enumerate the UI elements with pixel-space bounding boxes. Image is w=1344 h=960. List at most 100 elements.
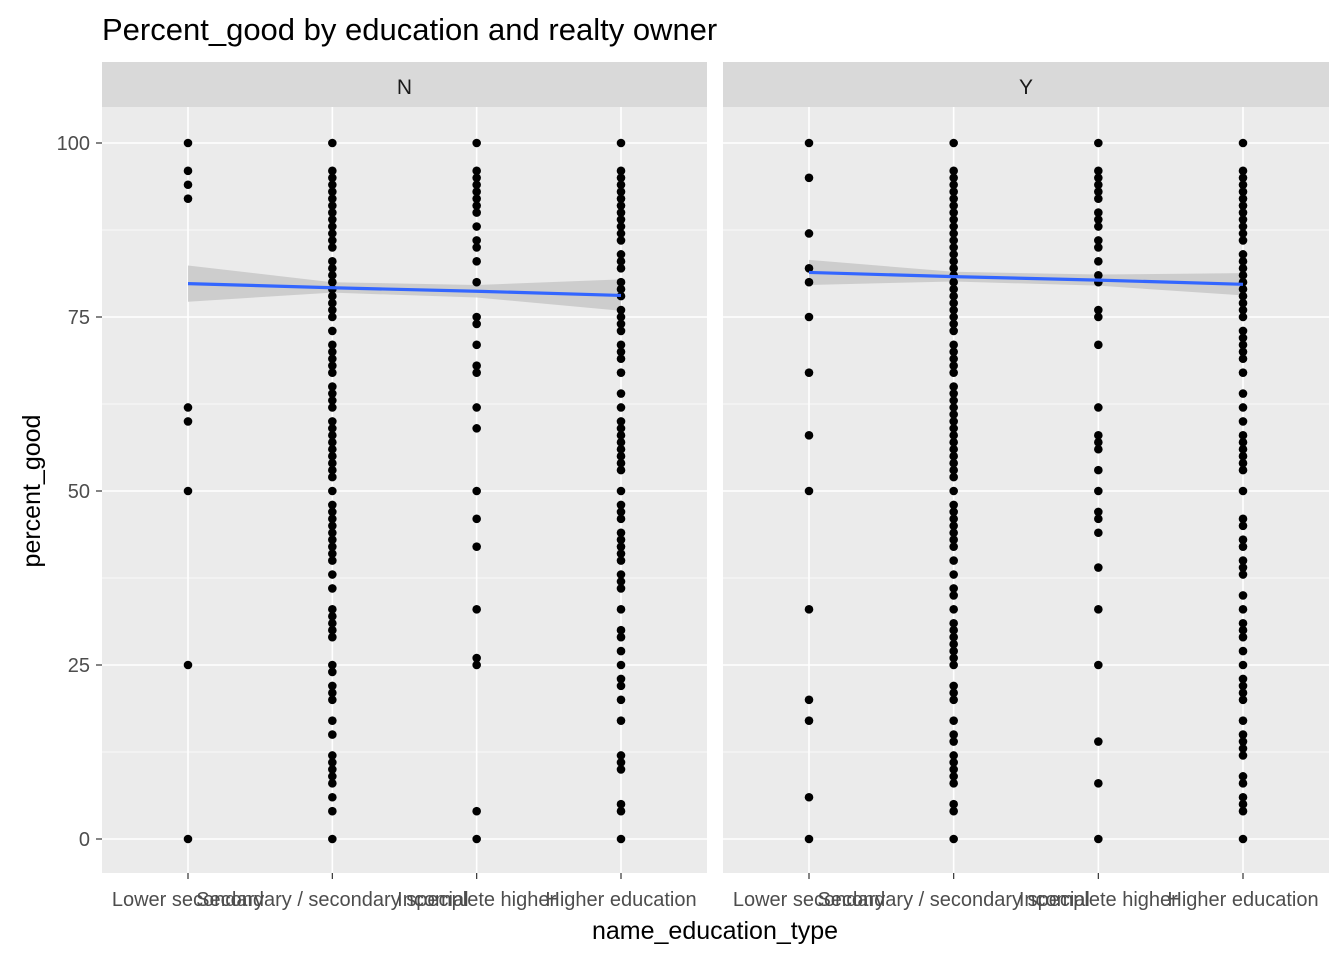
data-point [804, 368, 814, 377]
data-point [949, 298, 958, 308]
data-point [328, 229, 337, 238]
data-point [949, 625, 958, 635]
data-point [949, 591, 958, 600]
data-point [616, 347, 626, 357]
data-point [1094, 305, 1103, 315]
data-point [1094, 138, 1103, 148]
data-point [1094, 194, 1103, 203]
data-point [1238, 333, 1248, 343]
data-point [472, 368, 481, 377]
data-point [616, 305, 626, 315]
data-point [1094, 563, 1103, 572]
data-point [1094, 173, 1103, 183]
data-point [1238, 173, 1248, 183]
y-tick-label: 0 [79, 829, 90, 851]
data-point [616, 354, 626, 364]
data-point [472, 424, 481, 433]
data-point [616, 431, 626, 440]
data-point [616, 660, 626, 670]
data-point [1238, 257, 1248, 266]
data-point [1238, 215, 1248, 224]
data-point [328, 222, 337, 231]
data-point [1238, 486, 1248, 496]
data-point [328, 451, 337, 461]
data-point [804, 277, 814, 287]
data-point [616, 500, 626, 510]
chart-title: Percent_good by education and realty own… [102, 12, 717, 47]
data-point [949, 347, 958, 357]
data-point [804, 229, 814, 238]
data-point [949, 201, 958, 210]
data-point [1238, 166, 1248, 176]
data-point [1238, 716, 1248, 725]
data-point [949, 263, 958, 273]
data-point [328, 625, 337, 635]
data-point [949, 396, 958, 405]
data-point [1094, 222, 1103, 231]
data-point [1238, 194, 1248, 203]
data-point [616, 263, 626, 273]
data-point [616, 535, 626, 545]
data-point [949, 368, 958, 377]
data-point [328, 806, 337, 816]
data-point [949, 180, 958, 190]
data-point [804, 173, 814, 183]
data-point [472, 319, 481, 329]
data-point [949, 319, 958, 329]
x-axis-title: name_education_type [592, 917, 838, 945]
data-point [328, 528, 337, 538]
data-point [1238, 688, 1248, 698]
data-point [1238, 737, 1248, 746]
data-point [1094, 486, 1103, 496]
data-point [616, 570, 626, 579]
data-point [1094, 514, 1103, 524]
data-point [949, 618, 958, 628]
data-point [1094, 528, 1103, 538]
data-point [328, 542, 337, 551]
data-point [804, 312, 814, 322]
data-point [1094, 187, 1103, 197]
data-point [949, 458, 958, 468]
data-point [328, 716, 337, 725]
data-point [328, 458, 337, 468]
data-point [472, 806, 481, 816]
data-point [328, 417, 337, 426]
data-point [616, 326, 626, 336]
data-point [328, 340, 337, 350]
data-point [183, 660, 193, 670]
data-point [616, 528, 626, 538]
data-point [1238, 208, 1248, 217]
x-tick-label: Lower secondary [112, 889, 264, 911]
data-point [1094, 660, 1103, 670]
data-point [949, 772, 958, 781]
data-point [1238, 326, 1248, 336]
data-point [1238, 417, 1248, 426]
data-point [1238, 563, 1248, 572]
data-point [949, 806, 958, 816]
data-point [328, 236, 337, 245]
data-point [328, 758, 337, 767]
data-point [1238, 354, 1248, 364]
data-point [1238, 222, 1248, 231]
data-point [949, 215, 958, 224]
data-point [328, 257, 337, 266]
data-point [472, 514, 481, 524]
data-point [328, 270, 337, 280]
data-point [949, 291, 958, 301]
data-point [328, 138, 337, 148]
data-point [472, 834, 481, 844]
data-point [616, 716, 626, 725]
data-point [949, 507, 958, 517]
data-point [328, 180, 337, 190]
facet-strip-label: Y [1019, 76, 1033, 99]
data-point [1238, 570, 1248, 579]
data-point [1238, 389, 1248, 398]
data-point [1238, 312, 1248, 322]
data-point [949, 243, 958, 252]
data-point [949, 431, 958, 440]
data-point [1238, 799, 1248, 809]
data-point [328, 431, 337, 440]
data-point [949, 382, 958, 391]
data-point [1238, 744, 1248, 753]
